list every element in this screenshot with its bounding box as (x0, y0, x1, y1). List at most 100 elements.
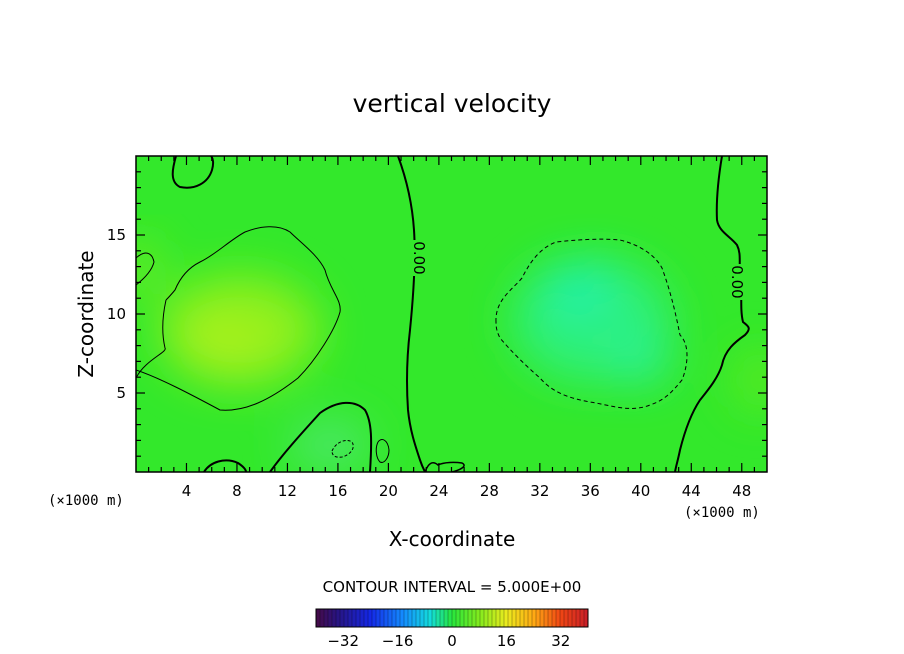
colorbar-cell (364, 609, 369, 627)
y-tick-label: 15 (107, 226, 126, 244)
colorbar-cell (524, 609, 529, 627)
colorbar-cell (384, 609, 389, 627)
zero-contour-topleft (171, 156, 215, 189)
colorbar-cell (540, 609, 545, 627)
colorbar-cell (436, 609, 441, 627)
colorbar: −32 −16 0 16 32 (315, 608, 589, 650)
colorbar-cell (460, 609, 465, 627)
colorbar-tick-label: −16 (382, 632, 414, 650)
colorbar-tick-label: 32 (551, 632, 570, 650)
colorbar-cell (336, 609, 341, 627)
colorbar-cell (372, 609, 377, 627)
colorbar-cell (568, 609, 573, 627)
colorbar-cell (552, 609, 557, 627)
colorbar-cell (440, 609, 445, 627)
colorbar-cell (444, 609, 449, 627)
svg-text:0.00: 0.00 (410, 241, 428, 274)
colorbar-tick-label: 16 (497, 632, 516, 650)
x-tick-label: 24 (429, 482, 448, 500)
x-unit-right: (×1000 m) (684, 505, 760, 521)
x-axis-label: X-coordinate (389, 527, 516, 551)
updraft-core (180, 315, 270, 375)
x-tick-label: 4 (182, 482, 192, 500)
plot-area (136, 156, 767, 472)
colorbar-cell (376, 609, 381, 627)
colorbar-cell (500, 609, 505, 627)
colorbar-cell (324, 609, 329, 627)
colorbar-cell (556, 609, 561, 627)
negative-contour-downdraft (495, 238, 688, 409)
contour-lines (136, 156, 750, 472)
colorbar-cell (416, 609, 421, 627)
x-tick-label: 40 (631, 482, 650, 500)
colorbar-cells (316, 609, 589, 627)
colorbar-cell (492, 609, 497, 627)
x-tick-label: 28 (480, 482, 499, 500)
colorbar-frame (315, 608, 589, 628)
colorbar-tick-label: 0 (447, 632, 457, 650)
colorbar-cell (468, 609, 473, 627)
colorbar-cell (464, 609, 469, 627)
colorbar-cell (452, 609, 457, 627)
chart-title: vertical velocity (353, 89, 552, 118)
colorbar-cell (480, 609, 485, 627)
colorbar-cell (368, 609, 373, 627)
colorbar-cell (504, 609, 509, 627)
x-tick-label: 32 (530, 482, 549, 500)
x-tick-label: 48 (732, 482, 751, 500)
colorbar-cell (316, 609, 321, 627)
colorbar-cell (340, 609, 345, 627)
x-unit-left: (×1000 m) (48, 493, 124, 509)
colorbar-cell (548, 609, 553, 627)
x-tick-label: 8 (232, 482, 242, 500)
colorbar-cell (456, 609, 461, 627)
colorbar-cell (412, 609, 417, 627)
colorbar-cell (428, 609, 433, 627)
colorbar-cell (404, 609, 409, 627)
bottom-blob (290, 420, 370, 470)
colorbar-cell (448, 609, 453, 627)
colorbar-cell (344, 609, 349, 627)
colorbar-cell (392, 609, 397, 627)
positive-contour-left (136, 252, 155, 286)
colorbar-cell (532, 609, 537, 627)
zero-contour-center (397, 156, 426, 472)
x-tick-label: 12 (278, 482, 297, 500)
colorbar-cell (356, 609, 361, 627)
colorbar-cell (472, 609, 477, 627)
colorbar-cell (424, 609, 429, 627)
colorbar-cell (536, 609, 541, 627)
colorbar-cell (564, 609, 569, 627)
colorbar-cell (328, 609, 333, 627)
colorbar-cell (516, 609, 521, 627)
colorbar-cell (584, 609, 589, 627)
colorbar-cell (380, 609, 385, 627)
y-tick-label: 10 (107, 305, 126, 323)
colorbar-cell (396, 609, 401, 627)
contour-label-center: 0.00 (410, 240, 428, 276)
y-tick-label: 5 (116, 384, 126, 402)
colorbar-cell (400, 609, 405, 627)
positive-contour-updraft (136, 226, 341, 411)
positive-contour-small (375, 439, 390, 463)
colorbar-cell (484, 609, 489, 627)
colorbar-cell (388, 609, 393, 627)
colorbar-cell (320, 609, 325, 627)
x-tick-labels: 4 8 12 16 20 24 28 32 36 40 44 48 (182, 482, 752, 500)
y-axis-label: Z-coordinate (74, 250, 98, 377)
y-tick-labels: 5 10 15 (107, 226, 126, 402)
x-tick-label: 36 (581, 482, 600, 500)
colorbar-cell (360, 609, 365, 627)
colorbar-cell (572, 609, 577, 627)
colorbar-cell (332, 609, 337, 627)
colorbar-cell (520, 609, 525, 627)
colorbar-tick-label: −32 (327, 632, 359, 650)
colorbar-cell (488, 609, 493, 627)
colorbar-cell (528, 609, 533, 627)
contour-label-right: 0.00 (728, 264, 746, 300)
x-tick-label: 16 (328, 482, 347, 500)
zero-contour-right (674, 156, 750, 472)
downdraft-core (545, 260, 615, 320)
colorbar-cell (580, 609, 585, 627)
